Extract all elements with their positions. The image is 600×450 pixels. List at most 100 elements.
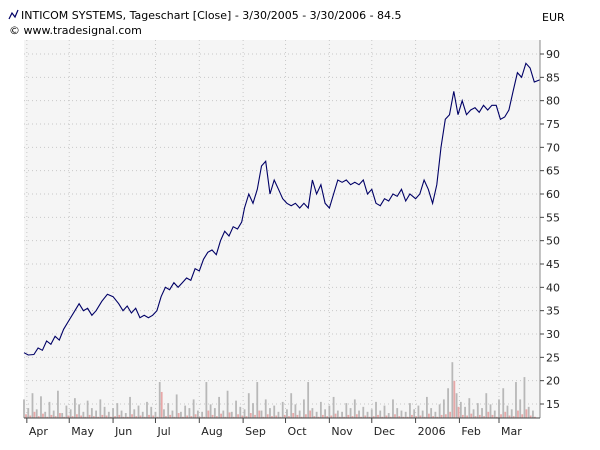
volume-bar-pink xyxy=(25,414,27,418)
volume-bar xyxy=(434,411,437,418)
volume-bar-pink xyxy=(139,415,142,418)
volume-bar-pink xyxy=(177,413,180,418)
volume-bar xyxy=(90,408,93,418)
volume-bar xyxy=(358,410,360,418)
volume-bar xyxy=(409,403,411,418)
volume-bar-pink xyxy=(517,410,519,418)
volume-bar-pink xyxy=(300,416,303,418)
volume-bar xyxy=(362,406,365,418)
volume-bar-pink xyxy=(203,416,206,418)
volume-bar-pink xyxy=(483,416,485,418)
volume-bar-pink xyxy=(75,414,78,418)
volume-bar xyxy=(35,409,38,418)
volume-bar-pink xyxy=(377,414,379,418)
title-icon xyxy=(8,9,19,20)
volume-bar xyxy=(519,399,522,418)
volume-bar-pink xyxy=(275,415,278,418)
volume-bar xyxy=(99,399,102,418)
volume-bar xyxy=(315,411,318,418)
volume-bar xyxy=(328,405,331,418)
y-tick-label: 50 xyxy=(546,235,560,248)
y-axis: 15 20 25 30 35 40 45 50 55 60 65 70 75 80 85 90 xyxy=(540,48,560,411)
volume-bar-pink xyxy=(237,414,239,418)
volume-bar-pink xyxy=(326,416,329,418)
volume-bar xyxy=(523,377,526,418)
volume-bar xyxy=(124,413,127,418)
volume-bar xyxy=(82,411,85,418)
volume-bar xyxy=(324,409,327,418)
volume-bar xyxy=(426,396,428,418)
volume-bar-pink xyxy=(114,416,116,418)
volume-bar-pink xyxy=(432,416,435,418)
volume-bar-pink xyxy=(423,416,426,418)
volume-bar xyxy=(103,406,106,418)
volume-bar xyxy=(269,408,271,418)
volume-bar-pink xyxy=(63,416,66,418)
volume-bar xyxy=(430,408,433,418)
volume-bar-pink xyxy=(419,415,422,418)
volume-bar-pink xyxy=(186,415,189,418)
volume-bar-pink xyxy=(444,414,447,418)
volume-bar xyxy=(175,394,178,418)
volume-bar xyxy=(290,393,293,418)
volume-bar-pink xyxy=(271,416,273,418)
volume-bar-pink xyxy=(436,416,439,418)
y-tick-label: 15 xyxy=(546,398,560,411)
volume-bar-pink xyxy=(156,416,159,418)
volume-bar-pink xyxy=(364,415,367,418)
volume-bar xyxy=(44,411,47,418)
volume-bar xyxy=(141,411,144,418)
volume-bar xyxy=(196,410,199,418)
chart-title: INTICOM SYSTEMS, Tageschart [Close] - 3/… xyxy=(21,9,402,22)
volume-bar-pink xyxy=(211,414,214,418)
volume-bar xyxy=(230,411,233,418)
volume-bar-pink xyxy=(360,416,362,418)
volume-bar xyxy=(413,409,416,418)
volume-bar xyxy=(222,410,225,418)
volume-bar xyxy=(171,410,174,418)
volume-bar-pink xyxy=(461,414,464,418)
y-tick-label: 80 xyxy=(546,95,560,108)
volume-bar-pink xyxy=(491,414,494,418)
volume-bar xyxy=(421,410,424,418)
volume-bar xyxy=(286,409,288,418)
volume-bar xyxy=(23,399,25,418)
volume-bar-pink xyxy=(389,416,392,418)
x-tick-label: Aug xyxy=(201,425,222,438)
volume-bar xyxy=(205,382,208,418)
y-tick-label: 40 xyxy=(546,281,560,294)
volume-bar-pink xyxy=(457,406,460,418)
x-tick-label: Oct xyxy=(288,425,308,438)
y-tick-label: 20 xyxy=(546,375,560,388)
volume-bar xyxy=(532,410,534,418)
volume-bar-pink xyxy=(478,414,481,418)
volume-bar-pink xyxy=(470,413,473,418)
volume-bar xyxy=(387,413,390,418)
volume-bar xyxy=(137,405,140,418)
volume-bar-pink xyxy=(279,416,282,418)
volume-bar-pink xyxy=(385,415,388,418)
volume-bar-pink xyxy=(330,415,333,418)
volume-bar-pink xyxy=(220,413,222,418)
y-tick-label: 90 xyxy=(546,48,560,61)
volume-bar xyxy=(442,399,445,418)
volume-bar xyxy=(213,408,216,418)
volume-bar xyxy=(349,408,352,418)
volume-bar xyxy=(472,409,475,418)
volume-bar xyxy=(375,401,377,418)
volume-bar-pink xyxy=(466,415,468,418)
volume-bar xyxy=(404,411,407,418)
volume-bar-pink xyxy=(143,416,146,418)
volume-bar-pink xyxy=(355,414,358,418)
volume-bar xyxy=(252,403,254,418)
volume-bar xyxy=(188,408,191,418)
volume-bar-pink xyxy=(296,414,299,418)
volume-bar xyxy=(180,411,182,418)
volume-bar-pink xyxy=(398,416,401,418)
volume-bar xyxy=(57,390,59,418)
volume-bar xyxy=(417,405,420,418)
volume-bar xyxy=(345,403,348,418)
volume-bar xyxy=(303,399,305,418)
volume-bar-pink xyxy=(288,416,290,418)
